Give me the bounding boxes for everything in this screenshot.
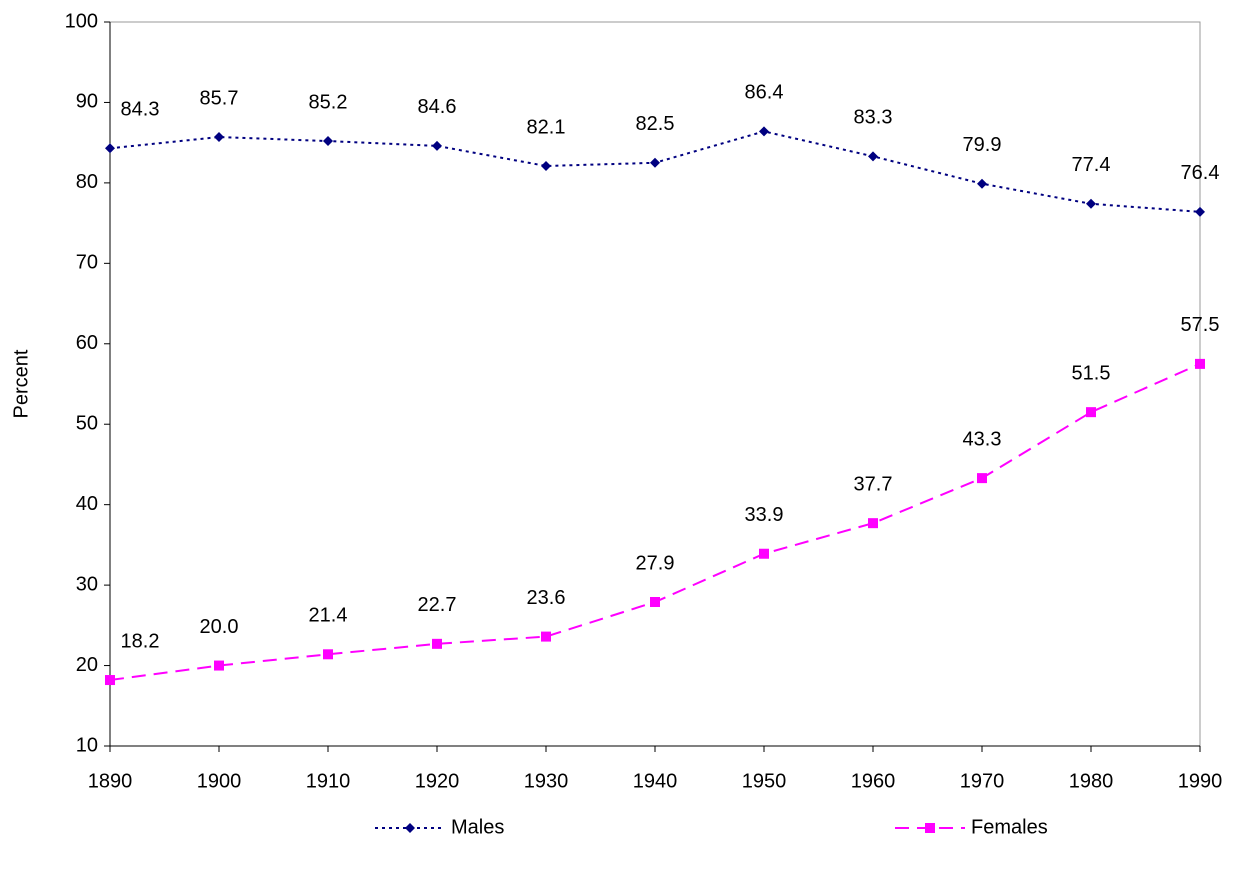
data-point bbox=[323, 649, 333, 660]
data-point bbox=[105, 675, 115, 686]
data-label: 83.3 bbox=[854, 107, 893, 129]
data-point bbox=[759, 126, 769, 137]
data-label: 22.7 bbox=[418, 594, 457, 616]
data-label: 57.5 bbox=[1181, 314, 1220, 336]
data-label: 82.5 bbox=[636, 113, 675, 135]
x-tick-label: 1920 bbox=[415, 770, 460, 792]
legend-marker bbox=[405, 823, 415, 833]
data-point bbox=[323, 136, 333, 147]
y-tick-label: 20 bbox=[76, 654, 98, 676]
x-tick-label: 1900 bbox=[197, 770, 242, 792]
y-tick-label: 70 bbox=[76, 252, 98, 274]
y-axis-label: Percent bbox=[10, 349, 32, 418]
legend-label: Females bbox=[971, 816, 1048, 838]
data-point bbox=[541, 631, 551, 642]
data-label: 37.7 bbox=[854, 473, 893, 495]
data-label: 82.1 bbox=[527, 116, 566, 138]
data-label: 84.6 bbox=[418, 96, 457, 118]
data-point bbox=[868, 151, 878, 162]
data-point bbox=[650, 157, 660, 168]
data-point bbox=[541, 160, 551, 171]
legend-label: Males bbox=[451, 816, 504, 838]
x-tick-label: 1940 bbox=[633, 770, 678, 792]
data-point bbox=[759, 548, 769, 559]
data-label: 79.9 bbox=[963, 134, 1002, 156]
x-tick-label: 1950 bbox=[742, 770, 787, 792]
x-tick-label: 1970 bbox=[960, 770, 1005, 792]
data-label: 51.5 bbox=[1072, 362, 1111, 384]
y-tick-label: 90 bbox=[76, 91, 98, 113]
data-point bbox=[868, 518, 878, 529]
data-label: 27.9 bbox=[636, 552, 675, 574]
x-tick-label: 1930 bbox=[524, 770, 569, 792]
x-tick-label: 1910 bbox=[306, 770, 351, 792]
data-point bbox=[1195, 206, 1205, 217]
data-label: 77.4 bbox=[1072, 154, 1111, 176]
data-point bbox=[214, 660, 224, 671]
data-label: 43.3 bbox=[963, 428, 1002, 450]
y-tick-label: 60 bbox=[76, 332, 98, 354]
data-label: 20.0 bbox=[200, 616, 239, 638]
y-tick-label: 40 bbox=[76, 493, 98, 515]
data-point bbox=[1086, 198, 1096, 209]
data-point bbox=[650, 597, 660, 608]
x-tick-label: 1990 bbox=[1178, 770, 1223, 792]
series-line bbox=[109, 362, 1201, 682]
data-point bbox=[977, 178, 987, 189]
data-point bbox=[214, 132, 224, 143]
data-point bbox=[432, 638, 442, 649]
legend-marker bbox=[925, 823, 935, 833]
series-line bbox=[109, 130, 1201, 213]
y-tick-label: 50 bbox=[76, 413, 98, 435]
data-label: 23.6 bbox=[527, 587, 566, 609]
data-label: 84.3 bbox=[121, 99, 160, 121]
data-label: 85.7 bbox=[200, 87, 239, 109]
data-label: 33.9 bbox=[745, 504, 784, 526]
data-point bbox=[1195, 358, 1205, 369]
y-tick-label: 10 bbox=[76, 734, 98, 756]
y-tick-label: 30 bbox=[76, 573, 98, 595]
x-tick-label: 1890 bbox=[88, 770, 133, 792]
y-tick-label: 100 bbox=[65, 10, 98, 32]
data-point bbox=[105, 143, 115, 154]
data-label: 76.4 bbox=[1181, 162, 1220, 184]
data-point bbox=[1086, 407, 1096, 418]
data-point bbox=[432, 140, 442, 151]
x-tick-label: 1960 bbox=[851, 770, 896, 792]
data-label: 85.2 bbox=[309, 91, 348, 113]
y-tick-label: 80 bbox=[76, 171, 98, 193]
data-label: 21.4 bbox=[309, 605, 348, 627]
x-tick-label: 1980 bbox=[1069, 770, 1114, 792]
data-label: 18.2 bbox=[121, 630, 160, 652]
data-point bbox=[977, 473, 987, 484]
data-label: 86.4 bbox=[745, 82, 784, 104]
